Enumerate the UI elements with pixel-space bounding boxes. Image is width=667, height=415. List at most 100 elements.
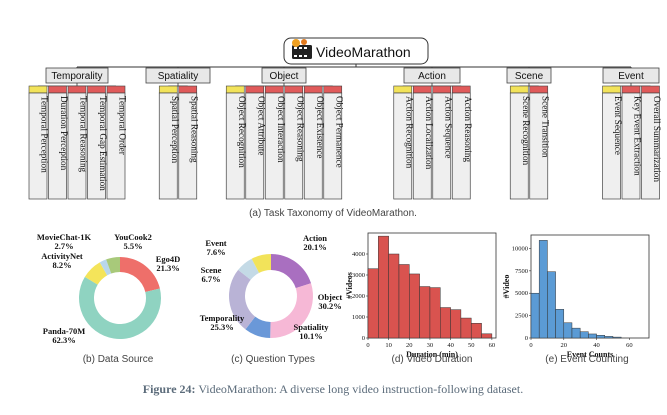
y-tick-label: 1000 xyxy=(352,314,365,321)
task-label: Key Event Extraction xyxy=(633,96,643,176)
slice-label: Panda-70M 62.3% xyxy=(43,326,86,345)
x-axis-label: Duration (min) xyxy=(406,350,458,359)
x-tick-label: 40 xyxy=(447,342,454,349)
y-tick-label: 4000 xyxy=(352,251,365,258)
x-tick-label: 0 xyxy=(529,342,532,349)
task-node: Object Interaction xyxy=(264,85,286,200)
slice-label: YouCook2 5.5% xyxy=(114,232,152,251)
task-node: Scene Recognition xyxy=(509,85,531,200)
x-tick-label: 60 xyxy=(626,342,633,349)
task-node: Object Existence xyxy=(303,85,325,200)
histogram-bar xyxy=(481,333,493,339)
y-tick-label: 7500 xyxy=(515,268,528,275)
task-node: Temporal Gap Estimation xyxy=(87,85,108,200)
histogram-bar xyxy=(429,287,441,339)
histogram-bar xyxy=(547,271,556,339)
task-label: Object Reasoning xyxy=(295,96,305,162)
chart-caption: (e) Event Counting xyxy=(545,354,628,365)
histogram-bar xyxy=(419,286,431,339)
histogram-bar xyxy=(409,273,420,339)
pie-slice-activitynet xyxy=(84,262,108,285)
task-node: Key Event Extraction xyxy=(621,85,643,200)
category-spatiality: Spatiality Spatial Perception Spatial Reas… xyxy=(145,67,211,200)
category-label: Event xyxy=(618,71,644,82)
x-tick-label: 0 xyxy=(366,342,369,349)
slice-label: Ego4D 21.3% xyxy=(156,254,181,273)
slice-label: MovieChat-1K 2.7% xyxy=(37,232,92,251)
title-text: VideoMarathon xyxy=(316,44,411,60)
slice-label: Object 30.2% xyxy=(318,292,343,311)
task-label: Overall Summarization xyxy=(652,96,662,182)
task-node: Object Attribute xyxy=(245,85,266,200)
task-node: Overall Summarization xyxy=(641,85,662,200)
task-label: Action Sequence xyxy=(443,96,453,159)
figure-caption: Figure 24: VideoMarathon: A diverse long… xyxy=(143,382,523,396)
category-object: Object Object Recognition Object Attribute… xyxy=(225,67,344,200)
task-label: Object Permanence xyxy=(334,96,344,168)
task-node: Scene Transition xyxy=(529,85,550,200)
film-logo-icon xyxy=(292,39,312,59)
chart-caption: (d) Video Duration xyxy=(392,354,473,365)
pie-slice-youcook2 xyxy=(106,257,120,274)
task-node: Temporal Order xyxy=(106,85,128,200)
x-tick-label: 50 xyxy=(468,342,475,349)
task-node: Action Localization xyxy=(412,85,434,200)
task-node: Action Reasoning xyxy=(451,85,473,200)
task-node: Duration Perception xyxy=(48,85,69,200)
category-scene: Scene Scene Recognition Scene Transition xyxy=(506,67,552,200)
histogram-bar xyxy=(367,268,379,339)
y-tick-label: 2000 xyxy=(352,293,365,300)
task-node: Temporal Perception xyxy=(28,85,50,200)
category-label: Action xyxy=(418,71,446,82)
figure-caption-text: VideoMarathon: A diverse long video inst… xyxy=(196,382,524,396)
task-label: Temporal Perception xyxy=(40,96,50,173)
histogram-bar xyxy=(440,307,451,339)
histogram-bar xyxy=(378,235,389,339)
task-label: Action Recognition xyxy=(404,96,414,169)
task-label: Action Reasoning xyxy=(463,96,473,162)
task-label: Temporal Reasoning xyxy=(79,96,89,173)
histogram-bar xyxy=(470,323,482,339)
category-temporality: Temporality Temporal Perception Duration P… xyxy=(28,67,128,200)
histogram-bar xyxy=(450,309,462,339)
histogram-bar xyxy=(555,309,565,339)
task-label: Duration Perception xyxy=(59,96,69,171)
chart-caption: (c) Question Types xyxy=(231,354,315,365)
histogram-bar xyxy=(596,335,605,339)
histogram-bar xyxy=(563,322,573,339)
histogram-bar xyxy=(579,331,589,339)
task-label: Scene Transition xyxy=(540,96,550,158)
task-label: Scene Recognition xyxy=(521,96,531,166)
category-label: Spatiality xyxy=(158,71,199,82)
category-label: Scene xyxy=(515,71,544,82)
task-node: Action Sequence xyxy=(432,85,453,200)
chart-data-source: MovieChat-1K 2.7% YouCook2 5.5% ActivityNet 8… xyxy=(37,232,180,365)
histogram-bar xyxy=(604,336,614,339)
x-tick-label: 20 xyxy=(406,342,413,349)
pie-slice-action xyxy=(271,254,312,289)
slice-label: Temporality 25.3% xyxy=(200,313,245,332)
task-node: Object Permanence xyxy=(323,85,344,200)
pie-slice-object xyxy=(270,283,314,338)
y-axis-label: #Videos xyxy=(345,272,354,299)
pie-slice-panda-70m xyxy=(78,276,161,339)
pie-slice-spatiality xyxy=(245,316,271,338)
histogram-bar xyxy=(398,264,410,339)
slice-label: Spatiality 10.1% xyxy=(294,322,330,341)
task-label: Spatial Reasoning xyxy=(189,96,199,163)
histogram-bar xyxy=(460,317,472,339)
x-tick-label: 30 xyxy=(427,342,434,349)
pie-slice-scene xyxy=(238,258,260,280)
x-axis-label: Event Counts xyxy=(567,350,613,359)
task-label: Object Recognition xyxy=(237,96,247,168)
task-label: Object Interaction xyxy=(276,96,286,163)
task-node: Object Reasoning xyxy=(284,85,305,200)
slice-label: Action 20.1% xyxy=(303,233,327,252)
slice-label: Scene 6.7% xyxy=(201,265,222,284)
y-tick-label: 3000 xyxy=(352,272,365,279)
histogram-bar xyxy=(538,240,548,339)
chart-video-duration: 0 10 20 30 40 50 60 0 1000 2000 3000 4000 Duration (… xyxy=(345,232,497,365)
title-node: VideoMarathon xyxy=(283,37,429,65)
slice-label: Event 7.6% xyxy=(205,238,226,257)
